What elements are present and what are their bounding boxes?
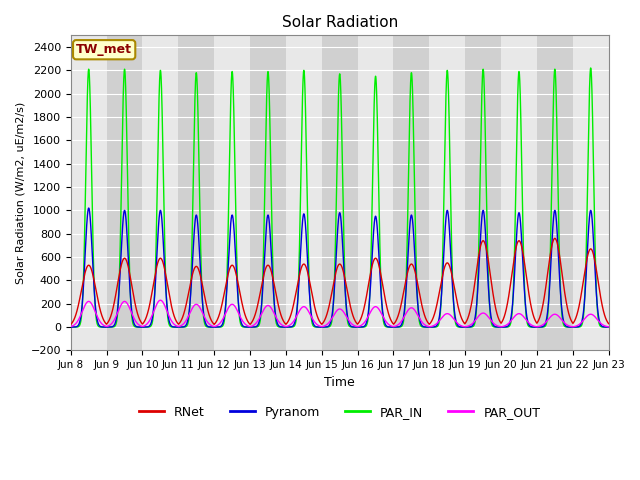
- Bar: [179, 36, 214, 350]
- Text: TW_met: TW_met: [76, 43, 132, 56]
- Bar: [537, 36, 573, 350]
- Bar: [71, 36, 107, 350]
- Bar: [358, 36, 394, 350]
- Bar: [322, 36, 358, 350]
- Bar: [250, 36, 286, 350]
- Bar: [501, 36, 537, 350]
- Bar: [143, 36, 179, 350]
- Bar: [107, 36, 143, 350]
- Bar: [286, 36, 322, 350]
- Bar: [465, 36, 501, 350]
- Bar: [214, 36, 250, 350]
- Bar: [573, 36, 609, 350]
- Bar: [429, 36, 465, 350]
- Legend: RNet, Pyranom, PAR_IN, PAR_OUT: RNet, Pyranom, PAR_IN, PAR_OUT: [134, 401, 545, 424]
- Title: Solar Radiation: Solar Radiation: [282, 15, 398, 30]
- Bar: [394, 36, 429, 350]
- Y-axis label: Solar Radiation (W/m2, uE/m2/s): Solar Radiation (W/m2, uE/m2/s): [15, 102, 25, 284]
- X-axis label: Time: Time: [324, 376, 355, 389]
